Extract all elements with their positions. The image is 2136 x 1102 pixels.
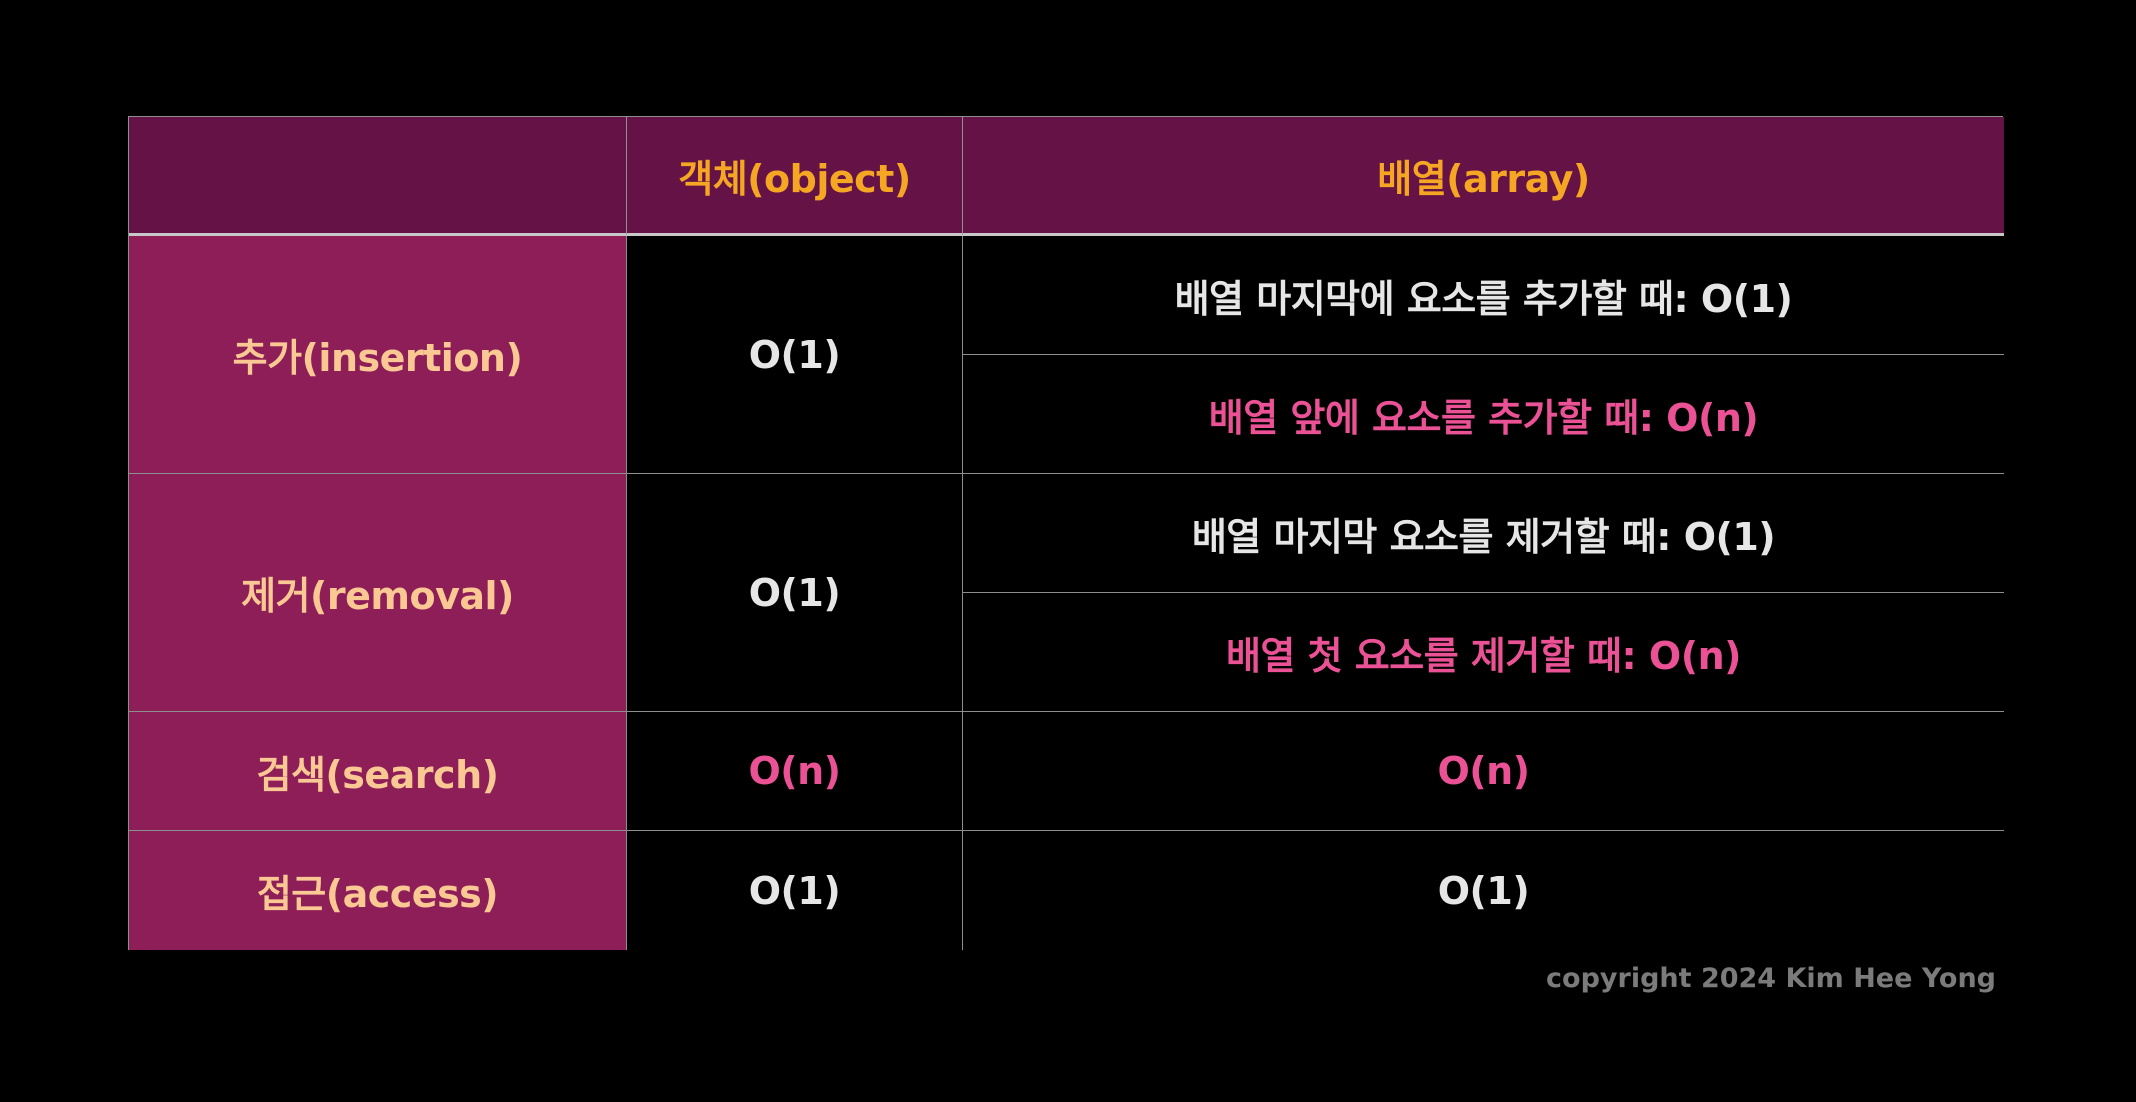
insertion-array-end-value: 배열 마지막에 요소를 추가할 때: O(1)	[963, 236, 2004, 355]
row-label-insertion: 추가(insertion)	[129, 236, 627, 474]
header-array: 배열(array)	[963, 117, 2004, 236]
header-object: 객체(object)	[627, 117, 963, 236]
removal-object-value: O(1)	[627, 474, 963, 712]
insertion-object-value: O(1)	[627, 236, 963, 474]
header-corner-cell	[129, 117, 627, 236]
row-label-access: 접근(access)	[129, 831, 627, 950]
access-array-value: O(1)	[963, 831, 2004, 950]
row-label-removal: 제거(removal)	[129, 474, 627, 712]
search-object-value: O(n)	[627, 712, 963, 831]
row-label-search: 검색(search)	[129, 712, 627, 831]
access-object-value: O(1)	[627, 831, 963, 950]
removal-array-end-value: 배열 마지막 요소를 제거할 때: O(1)	[963, 474, 2004, 593]
removal-array-front-value: 배열 첫 요소를 제거할 때: O(n)	[963, 593, 2004, 712]
complexity-table: 객체(object) 배열(array) 추가(insertion) O(1) …	[128, 116, 2004, 950]
search-array-value: O(n)	[963, 712, 2004, 831]
insertion-array-front-value: 배열 앞에 요소를 추가할 때: O(n)	[963, 355, 2004, 474]
copyright-notice: copyright 2024 Kim Hee Yong	[1546, 963, 1996, 994]
